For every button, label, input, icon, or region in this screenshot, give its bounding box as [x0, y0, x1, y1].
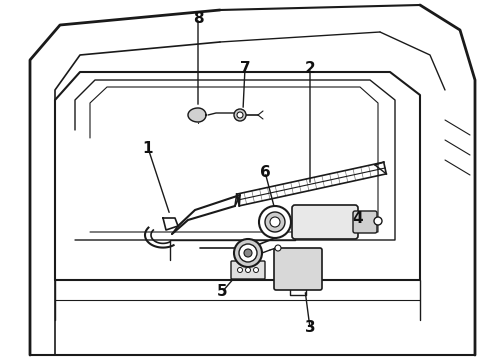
Circle shape [234, 239, 262, 267]
Text: 8: 8 [193, 10, 203, 26]
Text: 1: 1 [143, 140, 153, 156]
Text: 7: 7 [240, 60, 250, 76]
FancyBboxPatch shape [353, 211, 377, 233]
Text: 4: 4 [353, 211, 363, 225]
Circle shape [275, 245, 281, 251]
Polygon shape [188, 108, 206, 122]
FancyBboxPatch shape [292, 205, 358, 239]
Text: 3: 3 [305, 320, 315, 336]
Circle shape [244, 249, 252, 257]
FancyBboxPatch shape [231, 261, 265, 279]
Text: 6: 6 [260, 165, 270, 180]
Ellipse shape [238, 267, 243, 273]
Circle shape [239, 244, 257, 262]
Text: 5: 5 [217, 284, 227, 300]
Circle shape [270, 217, 280, 227]
Text: 2: 2 [305, 60, 316, 76]
Circle shape [237, 112, 243, 118]
FancyBboxPatch shape [274, 248, 322, 290]
Circle shape [374, 217, 382, 225]
Circle shape [265, 212, 285, 232]
Circle shape [234, 109, 246, 121]
Ellipse shape [253, 267, 259, 273]
Circle shape [259, 206, 291, 238]
Ellipse shape [245, 267, 250, 273]
